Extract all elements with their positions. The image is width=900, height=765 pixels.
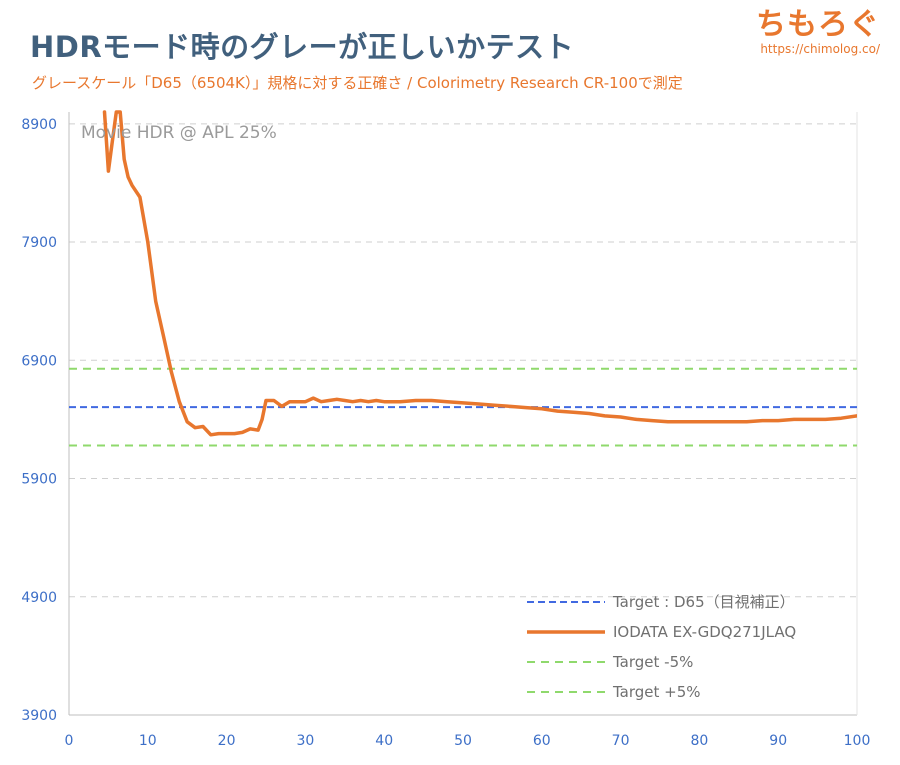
x-tick-label: 20 [218, 733, 236, 749]
y-tick-label: 6900 [21, 353, 57, 369]
axis-layer: 3900 4900 5900 6900 7900 8900 0 10 20 30 40 50 60 70 8… [21, 112, 870, 749]
brand-url: https://chimolog.co/ [760, 42, 880, 56]
y-tick-label: 3900 [21, 708, 57, 724]
brand-logo: ちもろぐ https://chimolog.co/ [756, 6, 880, 56]
legend-label-3: Target +5% [612, 683, 701, 701]
x-tick-label: 70 [612, 733, 630, 749]
legend-label-1: IODATA EX-GDQ271JLAQ [613, 623, 796, 641]
y-tick-label: 5900 [21, 472, 57, 488]
x-tick-label: 50 [454, 733, 472, 749]
y-tick-label: 7900 [21, 235, 57, 251]
brand-name: ちもろぐ [756, 7, 880, 42]
x-tick-label: 90 [769, 733, 787, 749]
x-tick-label: 40 [375, 733, 393, 749]
x-tick-label: 10 [139, 733, 157, 749]
chart-title: HDRモード時のグレーが正しいかテスト [30, 30, 575, 64]
legend-label-0: Target : D65（目視補正） [612, 593, 795, 611]
y-tick-label: 8900 [21, 117, 57, 133]
x-tick-label: 100 [844, 733, 871, 749]
chart-annotation: Movie HDR @ APL 25% [81, 123, 277, 143]
legend-label-2: Target -5% [612, 653, 693, 671]
legend: Target : D65（目視補正） IODATA EX-GDQ271JLAQ Ta… [527, 593, 796, 701]
series-line-1 [102, 110, 857, 437]
chart-subtitle: グレースケール「D65（6504K）」規格に対する正確さ / Colorimet… [32, 74, 683, 92]
y-tick-label: 4900 [21, 590, 57, 606]
x-tick-label: 80 [690, 733, 708, 749]
series-layer [69, 110, 857, 447]
grid-layer [69, 123, 857, 598]
x-tick-label: 30 [296, 733, 314, 749]
x-tick-label: 60 [533, 733, 551, 749]
x-tick-label: 0 [65, 733, 74, 749]
